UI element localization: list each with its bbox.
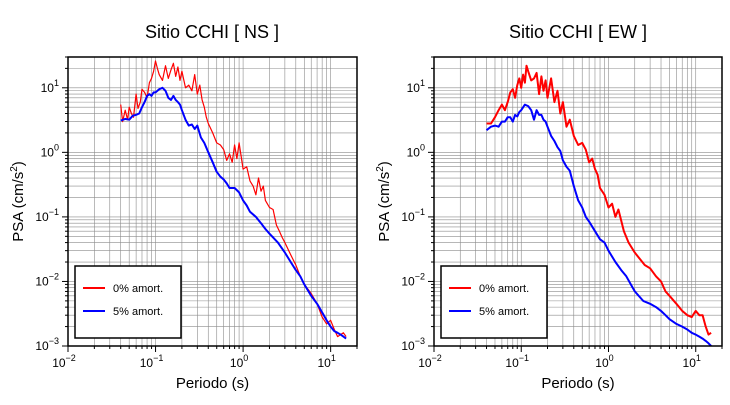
- y-tick-base: 10: [401, 339, 415, 353]
- y-tick-label: 10−3: [35, 336, 59, 353]
- series-line-blue-5pct: [120, 86, 347, 340]
- y-tick-base: 10: [41, 145, 55, 159]
- x-tick-exponent: −1: [519, 353, 529, 363]
- y-tick-base: 10: [35, 274, 49, 288]
- y-tick-label: 10−2: [35, 271, 59, 288]
- plot-frame: [67, 56, 358, 347]
- series-line-red-0pct: [120, 60, 347, 338]
- x-tick-exponent: 1: [331, 353, 336, 363]
- y-axis-label-main: PSA (cm/s: [10, 172, 27, 242]
- x-tick-base: 10: [418, 356, 432, 370]
- x-tick-label: 101: [683, 353, 701, 370]
- series-line-blue-5pct: [485, 103, 712, 346]
- x-axis-label: Periodo (s): [176, 375, 249, 392]
- series-group: [120, 60, 347, 340]
- legend-label: 5% amort.: [479, 306, 529, 318]
- x-axis-label: Periodo (s): [541, 375, 614, 392]
- chart-panel-ew: Sitio CCHI [ EW ]10−2 10−1 100 10110−310−21…: [375, 22, 723, 392]
- x-tick-label: 10−2: [52, 353, 76, 370]
- y-tick-label: 101: [41, 78, 59, 95]
- x-tick-base: 10: [317, 356, 331, 370]
- y-axis-label-end: ): [10, 161, 27, 166]
- x-tick-exponent: 0: [243, 353, 248, 363]
- legend: 0% amort. 5% amort.: [440, 265, 548, 339]
- plot-frame: [433, 56, 723, 347]
- y-tick-exponent: 0: [420, 142, 425, 152]
- y-tick-exponent: −2: [49, 271, 59, 281]
- x-tick-label: 100: [595, 353, 613, 370]
- x-tick-base: 10: [140, 356, 154, 370]
- x-tick-label: 10−1: [140, 353, 164, 370]
- chart-title: Sitio CCHI [ NS ]: [145, 22, 279, 42]
- legend-box: [440, 265, 548, 339]
- y-tick-exponent: −3: [49, 336, 59, 346]
- y-tick-base: 10: [407, 81, 421, 95]
- legend: 0% amort. 5% amort.: [74, 265, 182, 339]
- x-tick-label: 100: [230, 353, 248, 370]
- x-tick-base: 10: [505, 356, 519, 370]
- series-line-red-0pct: [486, 64, 712, 336]
- y-tick-label: 10−1: [401, 207, 425, 224]
- chart-panel-ns: Sitio CCHI [ NS ]10−2 10−1 100 10110−310−21…: [9, 22, 358, 392]
- x-tick-label: 10−2: [418, 353, 442, 370]
- y-axis-label-superscript: 2: [375, 166, 386, 172]
- y-axis-label-superscript: 2: [9, 166, 20, 172]
- y-tick-base: 10: [407, 145, 421, 159]
- x-tick-exponent: −2: [66, 353, 76, 363]
- y-tick-label: 100: [407, 142, 425, 159]
- x-tick-exponent: 0: [609, 353, 614, 363]
- legend-label: 5% amort.: [113, 306, 163, 318]
- y-tick-exponent: −3: [415, 336, 425, 346]
- x-tick-base: 10: [230, 356, 244, 370]
- y-tick-base: 10: [35, 210, 49, 224]
- x-tick-exponent: 1: [696, 353, 701, 363]
- x-tick-label: 10−1: [505, 353, 529, 370]
- legend-box: [74, 265, 182, 339]
- x-tick-exponent: −1: [153, 353, 163, 363]
- y-tick-label: 10−1: [35, 207, 59, 224]
- x-tick-base: 10: [683, 356, 697, 370]
- series-group: [485, 64, 712, 346]
- y-tick-base: 10: [401, 274, 415, 288]
- y-tick-label: 10−2: [401, 271, 425, 288]
- legend-label: 0% amort.: [113, 283, 163, 295]
- x-tick-exponent: −2: [432, 353, 442, 363]
- x-tick-base: 10: [52, 356, 66, 370]
- y-tick-base: 10: [35, 339, 49, 353]
- y-axis-label-main: PSA (cm/s: [376, 172, 393, 242]
- chart-title: Sitio CCHI [ EW ]: [509, 22, 647, 42]
- y-tick-exponent: 1: [54, 78, 59, 88]
- y-axis-label: PSA (cm/s2): [375, 161, 393, 242]
- y-tick-label: 10−3: [401, 336, 425, 353]
- y-tick-label: 100: [41, 142, 59, 159]
- y-tick-exponent: −2: [415, 271, 425, 281]
- y-tick-base: 10: [401, 210, 415, 224]
- y-axis-label: PSA (cm/s2): [9, 161, 27, 242]
- y-tick-label: 101: [407, 78, 425, 95]
- y-tick-base: 10: [41, 81, 55, 95]
- y-tick-exponent: 1: [420, 78, 425, 88]
- x-tick-label: 101: [317, 353, 335, 370]
- legend-label: 0% amort.: [479, 283, 529, 295]
- y-axis-label-end: ): [376, 161, 393, 166]
- y-tick-exponent: 0: [54, 142, 59, 152]
- y-tick-exponent: −1: [415, 207, 425, 217]
- x-tick-base: 10: [595, 356, 609, 370]
- y-tick-exponent: −1: [49, 207, 59, 217]
